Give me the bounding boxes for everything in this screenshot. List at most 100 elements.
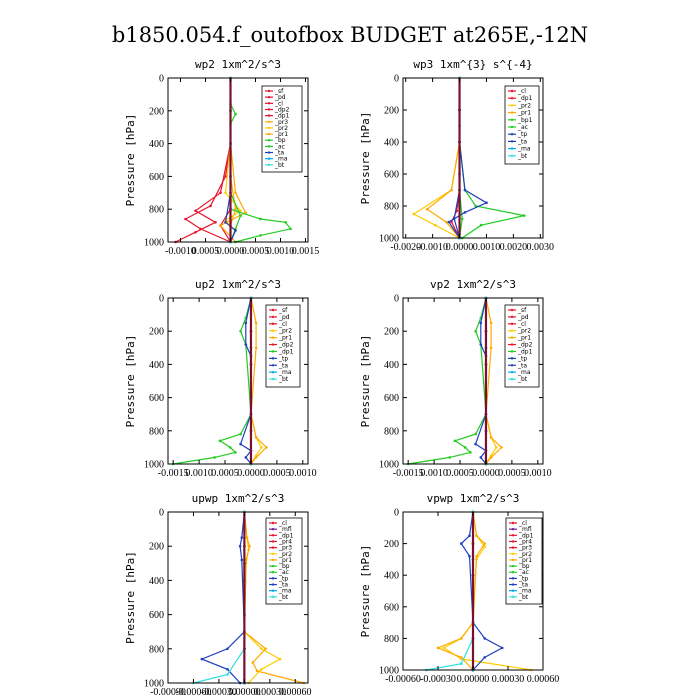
panel-6-title: vpwp 1xm^2/s^3 — [427, 492, 520, 505]
panel-5-legend-marker-tp — [271, 577, 275, 580]
panel-6-ytick-label-4: 800 — [384, 634, 399, 645]
panel-4-legend-label-bt: _bt — [517, 376, 528, 383]
panel-3-series-group — [171, 296, 268, 466]
panel-6-legend-marker-pr3 — [511, 546, 515, 549]
panel-6-point-pr1-6 — [436, 646, 440, 650]
panel-3-legend-label-dp2: _dp2 — [278, 342, 294, 349]
panel-1-legend-marker-pd — [267, 95, 271, 99]
panel-1-point-bp-2 — [234, 112, 237, 116]
panel-6-legend-label-dp1: _dp1 — [518, 532, 534, 539]
panel-5-legend-marker-mfl — [271, 527, 275, 531]
panel-3-legend-label-cl: _cl — [278, 321, 287, 328]
panel-5-ytick-label-0: 0 — [159, 508, 164, 519]
panel-3-ylabel: Pressure [hPa] — [124, 335, 137, 428]
panel-5-ytick-label-1: 200 — [149, 542, 164, 553]
panel-4-legend-label-pd: _pd — [517, 314, 529, 321]
panel-1-point-cl-5 — [184, 217, 187, 221]
panel-2-legend-box — [504, 85, 540, 165]
panel-6-legend: _cl_mfl_dp1_pr4_pr3_pr2_pr1_bp_ac_tp_ta_… — [505, 517, 543, 605]
panel-1-legend-marker-bp — [267, 139, 271, 142]
panel-6-point-pr1-2 — [483, 542, 487, 545]
panel-6-ytick-label-1: 200 — [384, 539, 399, 550]
panel-2: wp3 1xm^{3} s^{-4} Pressure [hPa] -0.0020-… — [359, 58, 554, 253]
panel-1-legend-label-pd: _pd — [274, 94, 286, 101]
panel-5-legend-marker-ta — [271, 583, 275, 586]
panel-4-legend: _sf_pd_cl_pr2_pr1_dp2_dp1_tp_ta_ma_bt — [504, 304, 540, 388]
panel-5-ytick-label-3: 600 — [149, 610, 164, 621]
panel-1-point-pr3-4 — [234, 207, 237, 211]
panel-4-legend-marker-ma — [510, 370, 514, 374]
panel-5-point-pr1-2 — [248, 544, 251, 548]
panel-4-legend-label-ma: _ma — [517, 369, 531, 376]
panel-5-point-pr2-5 — [260, 647, 263, 651]
panel-1-point-dp2-5 — [214, 221, 217, 224]
panel-2-title: wp3 1xm^{3} s^{-4} — [413, 58, 532, 71]
panel-5-title: upwp 1xm^2/s^3 — [192, 492, 285, 505]
panel-6-legend-marker-ta — [511, 583, 515, 586]
panel-2-point-pr2-4 — [412, 212, 416, 216]
panel-2-ytick-label-2: 400 — [384, 138, 399, 149]
panel-1-legend-label-pr3: _pr3 — [274, 119, 288, 126]
panel-2-legend-marker-tp — [510, 133, 514, 136]
panel-2-xtick-label-1: -0.0010 — [417, 242, 448, 253]
panel-4-xtick-label-2: 0.0005 — [446, 468, 474, 479]
panel-4-xtick-label-0: -0.0015 — [393, 468, 424, 479]
panel-3-title: up2 1xm^2/s^3 — [195, 278, 281, 291]
panel-3-xtick-label-0: -0.0015 — [158, 468, 189, 479]
panel-5-legend-marker-pr3 — [271, 546, 275, 549]
panel-2-series-tp — [447, 78, 488, 239]
panel-1-point-ac-4 — [239, 214, 242, 218]
panel-3-point-dp1-6 — [218, 439, 222, 443]
panel-1-xtick-label-3: 0.0005 — [242, 246, 270, 257]
panel-4-point-dp1-9 — [448, 456, 452, 459]
panel-3-frame — [167, 297, 309, 465]
panel-6-legend-marker-tp — [511, 577, 515, 580]
panel-4-point-pr1-4 — [489, 436, 493, 439]
panel-2-point-tp-5 — [463, 211, 467, 214]
panel-6-point-pr1-1 — [475, 534, 478, 537]
panel-3-legend: _sf_pd_cl_pr2_pr1_dp2_dp1_tp_ta_ma_bt — [265, 304, 301, 388]
panel-1-legend-marker-pr3 — [267, 120, 271, 123]
panel-4-point-tp-7 — [479, 456, 483, 459]
panel-3-series-dp1 — [173, 297, 252, 465]
panel-6-legend-label-cl: _cl — [518, 520, 527, 527]
panel-3-point-tp-1 — [244, 321, 248, 325]
panel-5-point-pr1-7 — [255, 669, 259, 673]
panel-3-point-dp1-2 — [239, 329, 242, 333]
panel-3-legend-label-bt: _bt — [278, 376, 289, 383]
panel-1-ytick-label-5: 1000 — [144, 238, 164, 249]
panel-5-legend-box — [265, 517, 303, 605]
panel-1-legend-marker-ma — [267, 157, 271, 160]
panel-4-legend-box — [504, 304, 540, 388]
panel-1-series-dp2 — [175, 78, 232, 243]
panel-6-legend-label-ac: _ac — [518, 569, 529, 576]
panel-4-legend-marker-pd — [510, 315, 514, 319]
panel-2-legend-label-ta: _ta — [517, 138, 527, 145]
panel-2-legend-label-pr1: _pr1 — [517, 110, 531, 117]
panel-6-legend-box — [505, 517, 543, 605]
panel-2-xtick-label-2: 0.0000 — [446, 242, 474, 253]
panel-4-ylabel: Pressure [hPa] — [359, 335, 372, 428]
panel-1-xtick-label-0: -0.0010 — [165, 246, 196, 257]
panel-1-ytick-label-4: 800 — [149, 205, 164, 216]
panel-2-legend-marker-ac — [510, 125, 514, 129]
panel-1-legend-label-ma: _ma — [274, 156, 288, 163]
panel-6-legend-marker-cl — [511, 521, 515, 525]
panel-1-legend-marker-sf — [267, 89, 271, 93]
panel-4-point-pr1-2 — [489, 346, 493, 350]
panel-4-legend-marker-ta — [510, 364, 514, 367]
panel-5-ytick-label-4: 800 — [149, 644, 164, 655]
panel-5-legend-label-pr4: _pr4 — [278, 538, 292, 545]
panel-5-xtick-label-0: -0.00090 — [150, 687, 186, 698]
panel-3-ytick-label-0: 0 — [159, 294, 164, 305]
panel-4-legend-label-pr1: _pr1 — [517, 335, 531, 342]
panel-6-point-pr1-3 — [475, 554, 478, 558]
panel-2-point-tp-6 — [447, 220, 451, 224]
panel-2-point-bp1-6 — [479, 223, 483, 227]
panel-6-legend-label-tp: _tp — [518, 575, 528, 582]
panel-2-legend-label-tp: _tp — [517, 131, 527, 138]
panel-2-legend-label-ma: _ma — [517, 146, 531, 153]
panel-3-legend-label-ma: _ma — [278, 369, 292, 376]
panel-1-legend-marker-ta — [267, 151, 271, 154]
